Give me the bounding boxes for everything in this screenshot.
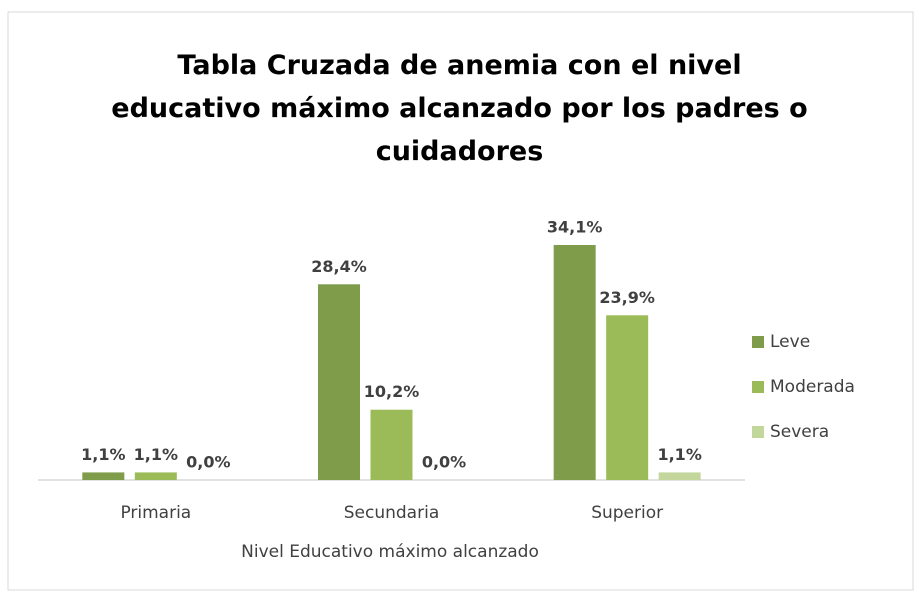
legend-label: Leve — [770, 332, 810, 352]
value-label: 34,1% — [547, 218, 603, 237]
value-label: 0,0% — [186, 453, 230, 472]
legend-swatch — [752, 426, 764, 438]
bar — [134, 472, 177, 480]
x-tick-label: Superior — [591, 503, 663, 523]
bar — [606, 315, 649, 480]
value-label: 1,1% — [134, 445, 178, 464]
bar — [370, 409, 413, 480]
value-label: 28,4% — [311, 257, 367, 276]
legend-swatch — [752, 381, 764, 393]
chart-title: Tabla Cruzada de anemia con el nivel edu… — [111, 50, 808, 167]
x-tick-label: Primaria — [120, 503, 191, 523]
value-label: 1,1% — [657, 445, 701, 464]
legend-swatch — [752, 336, 764, 348]
bar — [82, 472, 125, 480]
bar — [553, 245, 596, 480]
x-axis-title: Nivel Educativo máximo alcanzado — [241, 542, 539, 562]
value-label: 1,1% — [81, 445, 125, 464]
value-label: 10,2% — [364, 382, 420, 401]
value-label: 0,0% — [422, 453, 466, 472]
legend-label: Moderada — [770, 377, 855, 397]
x-tick-label: Secundaria — [344, 503, 439, 523]
value-label: 23,9% — [599, 288, 655, 307]
legend-label: Severa — [770, 422, 829, 442]
frame-border — [7, 11, 914, 591]
bar — [658, 472, 701, 480]
bar — [318, 284, 360, 480]
